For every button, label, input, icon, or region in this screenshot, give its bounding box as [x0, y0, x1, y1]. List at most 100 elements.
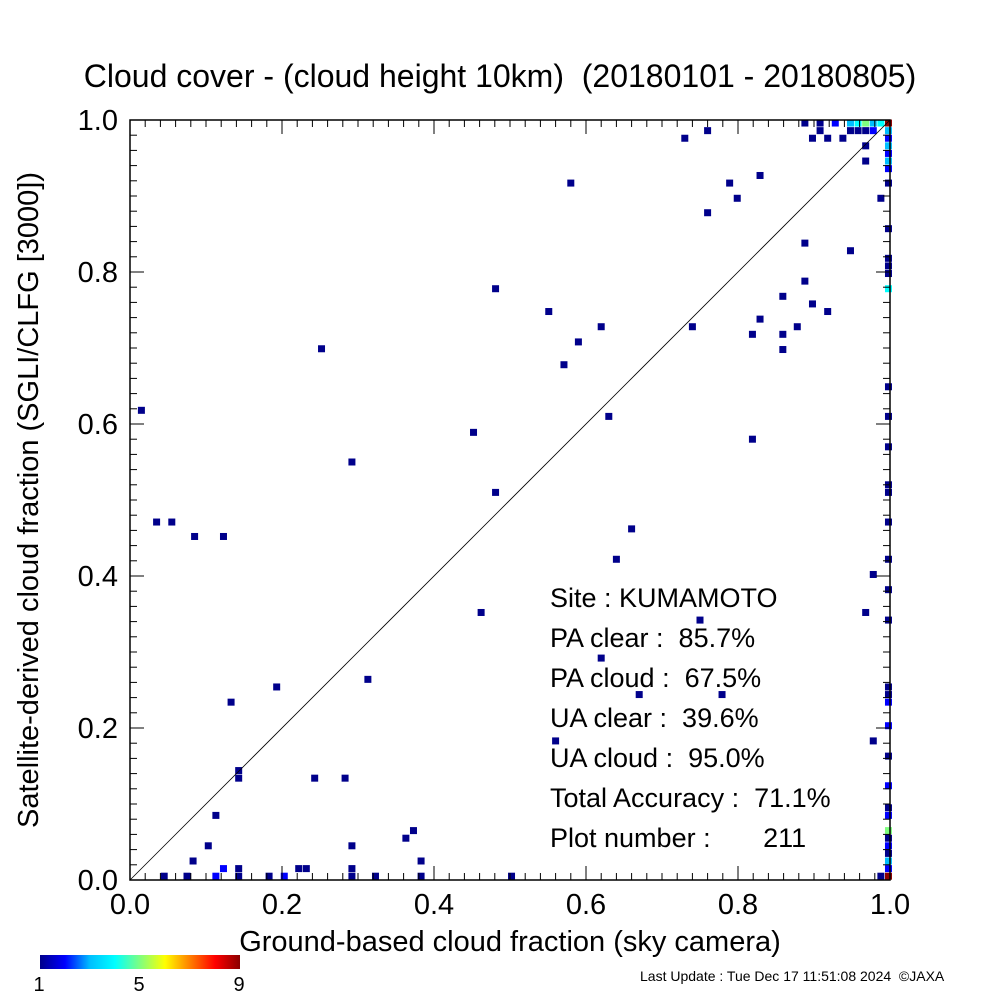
data-point-53: [688, 323, 696, 331]
data-point-65: [779, 346, 787, 354]
stat-site: Site : KUMAMOTO: [550, 583, 778, 613]
data-point-114: [884, 586, 892, 594]
data-point-3: [191, 532, 199, 540]
data-point-116: [884, 683, 892, 691]
data-point-35: [508, 872, 516, 880]
data-point-12: [212, 811, 220, 819]
data-point-6: [273, 683, 281, 691]
x-tick-label-2: 0.4: [414, 889, 454, 921]
colorbar: [40, 955, 240, 969]
data-point-27: [183, 872, 191, 880]
data-point-18: [402, 834, 410, 842]
data-point-94: [884, 119, 892, 127]
data-point-83: [831, 119, 839, 127]
data-point-124: [884, 827, 892, 835]
data-point-97: [884, 142, 892, 150]
data-point-52: [552, 737, 560, 745]
ticks-layer: 0.0 0.2 0.4 0.6 0.8 1.0 0.0 0.2 0.4 0.6 0.8 1.0: [78, 105, 910, 921]
data-point-33: [371, 872, 379, 880]
data-point-78: [801, 119, 809, 127]
data-point-22: [295, 865, 303, 873]
data-point-57: [726, 179, 734, 187]
colorbar-label-min: 1: [33, 974, 45, 996]
x-tick-label-3: 0.6: [566, 889, 606, 921]
data-point-21: [348, 865, 356, 873]
x-axis-label: Ground-based cloud fraction (sky camera): [239, 926, 781, 958]
data-point-127: [884, 849, 892, 857]
data-point-84: [839, 134, 847, 142]
data-point-88: [854, 127, 862, 135]
data-point-122: [884, 804, 892, 812]
one-to-one-line: [129, 119, 891, 881]
data-point-79: [808, 134, 816, 142]
data-point-7: [318, 345, 326, 353]
data-point-74: [877, 194, 885, 202]
stat-ua-clear: UA clear : 39.6%: [550, 703, 759, 733]
data-point-111: [884, 488, 892, 496]
data-point-38: [492, 285, 500, 293]
data-point-43: [574, 338, 582, 346]
data-point-20: [417, 857, 425, 865]
data-point-71: [846, 247, 854, 255]
y-axis-label: Satellite-derived cloud fraction (SGLI/C…: [13, 172, 45, 828]
data-point-121: [884, 782, 892, 790]
data-point-89: [862, 119, 870, 127]
data-point-29: [235, 872, 243, 880]
data-point-95: [884, 127, 892, 135]
data-point-85: [846, 127, 854, 135]
data-point-105: [884, 270, 892, 278]
data-point-117: [884, 691, 892, 699]
data-point-67: [801, 239, 809, 247]
data-point-46: [628, 525, 636, 533]
data-point-100: [884, 165, 892, 173]
data-point-126: [884, 842, 892, 850]
chart-title: Cloud cover - (cloud height 10km) (20180…: [83, 58, 917, 94]
data-point-23: [302, 865, 310, 873]
points-layer: [137, 119, 892, 880]
data-point-60: [748, 330, 756, 338]
data-point-102: [884, 225, 892, 233]
data-point-36: [470, 428, 478, 436]
data-point-76: [862, 608, 870, 616]
x-tick-label-4: 0.8: [718, 889, 758, 921]
data-point-2: [168, 518, 176, 526]
data-point-56: [704, 209, 712, 217]
data-point-28: [212, 872, 220, 880]
y-tick-label-4: 0.8: [78, 257, 118, 289]
data-point-91: [869, 119, 877, 127]
data-point-24: [219, 865, 227, 873]
data-point-64: [779, 330, 787, 338]
data-point-9: [364, 675, 372, 683]
data-point-80: [816, 119, 824, 127]
data-point-69: [808, 300, 816, 308]
data-point-49: [635, 691, 643, 699]
data-point-68: [801, 277, 809, 285]
y-tick-label-0: 0.0: [78, 865, 118, 897]
data-point-51: [718, 691, 726, 699]
x-tick-label-0: 0.0: [110, 889, 150, 921]
data-point-42: [567, 179, 575, 187]
data-point-109: [884, 443, 892, 451]
data-point-44: [597, 323, 605, 331]
data-point-72: [862, 157, 870, 165]
data-point-66: [793, 323, 801, 331]
data-point-1: [153, 518, 161, 526]
data-point-130: [884, 872, 892, 880]
data-point-15: [311, 774, 319, 782]
data-point-0: [137, 406, 145, 414]
data-point-34: [417, 872, 425, 880]
data-point-41: [560, 361, 568, 369]
data-point-131: [877, 872, 885, 880]
data-point-5: [227, 698, 235, 706]
data-point-104: [884, 262, 892, 270]
data-point-118: [884, 698, 892, 706]
colorbar-label-mid: 5: [133, 974, 145, 996]
data-point-63: [779, 292, 787, 300]
y-tick-label-2: 0.4: [78, 561, 118, 593]
data-point-77: [869, 737, 877, 745]
data-point-99: [884, 157, 892, 165]
data-point-103: [884, 254, 892, 262]
data-point-58: [733, 194, 741, 202]
data-point-30: [265, 872, 273, 880]
data-point-32: [348, 872, 356, 880]
